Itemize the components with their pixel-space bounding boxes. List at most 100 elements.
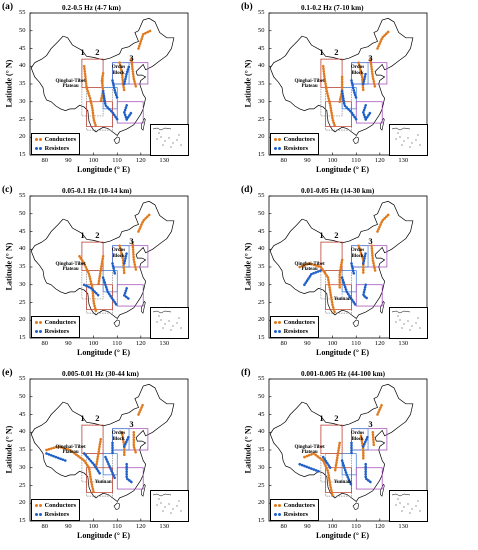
y-tick-label: 25 — [19, 115, 26, 123]
y-axis-label: Latitude (° N) — [243, 242, 253, 291]
conductor-anomaly — [338, 258, 344, 290]
y-tick-label: 30 — [19, 280, 26, 288]
legend-resistors: Resistors — [35, 327, 76, 336]
x-tick-label: 130 — [159, 523, 170, 530]
conductor-anomaly — [118, 244, 126, 276]
conductor-swatch — [274, 138, 277, 142]
island-dot — [407, 320, 409, 322]
x-tick-label: 110 — [112, 157, 122, 164]
map-svg — [29, 195, 189, 339]
x-axis-label: Longitude (° E) — [316, 531, 369, 540]
x-tick-label: 80 — [280, 157, 288, 164]
island-dot — [160, 319, 162, 321]
legend-resistors-label: Resistors — [283, 328, 309, 335]
island-dot — [399, 319, 401, 321]
legend-conductors-label: Conductors — [283, 136, 316, 143]
resistor-swatch — [39, 330, 42, 334]
y-tick-label: 55 — [19, 192, 26, 199]
zone-number-2: 2 — [334, 46, 339, 57]
resistor-anomaly — [340, 276, 358, 308]
sichuan-box — [102, 453, 118, 476]
conductor-swatch — [35, 138, 38, 142]
qilian-box — [320, 58, 343, 88]
resistor-swatch — [274, 147, 277, 151]
zone-number-2: 2 — [95, 412, 100, 423]
island-dot — [417, 317, 419, 319]
inset-svg — [391, 310, 421, 331]
qilian-box — [81, 424, 104, 454]
island-dot — [403, 323, 405, 325]
x-tick-label: 100 — [327, 340, 338, 347]
y-tick-label: 30 — [258, 463, 265, 471]
x-tick-label: 130 — [159, 157, 170, 164]
y-axis-label: Latitude (° N) — [4, 242, 14, 291]
x-tick-label: 120 — [374, 340, 385, 347]
x-tick-label: 100 — [88, 340, 99, 347]
south-china-box — [355, 284, 383, 307]
x-tick-label: 120 — [374, 523, 385, 530]
panel-title: 0.2-0.5 Hz (4-7 km) — [62, 4, 121, 12]
resistor-swatch — [278, 513, 281, 517]
taiwan-outline — [141, 117, 146, 131]
y-tick-label: 25 — [258, 481, 265, 489]
conductor-swatch — [35, 504, 38, 508]
island-dot — [176, 505, 178, 507]
legend-resistors: Resistors — [274, 510, 315, 519]
y-tick-label: 40 — [258, 245, 265, 253]
island-dot — [419, 510, 421, 512]
conductor-anomaly — [132, 431, 138, 455]
island-dot — [415, 139, 417, 141]
sichuan-box — [341, 270, 357, 293]
resistor-anomaly — [82, 283, 100, 297]
panel-label: (f) — [241, 368, 251, 378]
conductor-anomaly — [78, 255, 98, 313]
qinghai-tibet-label: Qinghai-Tibet Plateau — [294, 261, 325, 273]
conductor-anomaly — [376, 212, 391, 233]
qinghai-tibet-label: Qinghai-Tibet Plateau — [55, 261, 86, 273]
x-tick-label: 110 — [112, 523, 122, 530]
island-dot — [162, 510, 164, 512]
taiwan-outline — [380, 117, 385, 131]
y-tick-label: 55 — [258, 375, 265, 382]
y-tick-label: 30 — [258, 280, 265, 288]
x-tick-label: 110 — [351, 523, 361, 530]
conductor-anomaly — [376, 402, 384, 416]
island-dot — [156, 504, 158, 506]
legend-conductors: Conductors — [35, 135, 76, 144]
x-tick-label: 120 — [135, 157, 146, 164]
taiwan-outline — [380, 300, 385, 314]
zone-number-2: 2 — [95, 229, 100, 240]
y-tick-label: 20 — [258, 316, 265, 324]
y-axis-label: Latitude (° N) — [4, 425, 14, 474]
legend: Conductors Resistors — [31, 133, 81, 155]
island-dot — [417, 500, 419, 502]
y-tick-label: 25 — [19, 481, 26, 489]
x-tick-label: 90 — [65, 340, 72, 347]
map-svg — [29, 378, 189, 522]
legend: Conductors Resistors — [31, 499, 81, 521]
island-dot — [395, 138, 397, 140]
island-dot — [409, 512, 411, 514]
resistor-swatch — [35, 330, 38, 334]
island-dot — [158, 498, 160, 500]
x-tick-label: 90 — [304, 157, 311, 164]
yunnan-box — [325, 467, 352, 493]
y-tick-label: 45 — [19, 410, 26, 418]
island-dot — [397, 315, 399, 317]
qinghai-tibet-label: Qinghai-Tibet Plateau — [55, 444, 86, 456]
conductor-swatch — [274, 504, 277, 508]
map-panel: (b) 0.1-0.2 Hz (7-10 km) 55 50 45 40 35 30 25 20 1… — [239, 0, 478, 183]
zone-number-1: 1 — [80, 412, 85, 423]
conductor-anomaly — [94, 438, 102, 470]
map-svg — [268, 12, 428, 156]
resistor-anomaly — [123, 65, 131, 86]
yunnan-label: Yunnan — [333, 480, 351, 486]
island-dot — [407, 137, 409, 139]
inset-coastline — [152, 493, 172, 497]
qilian-box — [320, 241, 343, 271]
resistor-swatch — [39, 147, 42, 151]
panel-label: (d) — [241, 185, 253, 195]
zone-number-2: 2 — [95, 46, 100, 57]
y-tick-label: 35 — [19, 446, 26, 453]
map-panel: (d) 0.01-0.05 Hz (14-30 km) 55 50 45 40 35 30 25… — [239, 183, 478, 366]
